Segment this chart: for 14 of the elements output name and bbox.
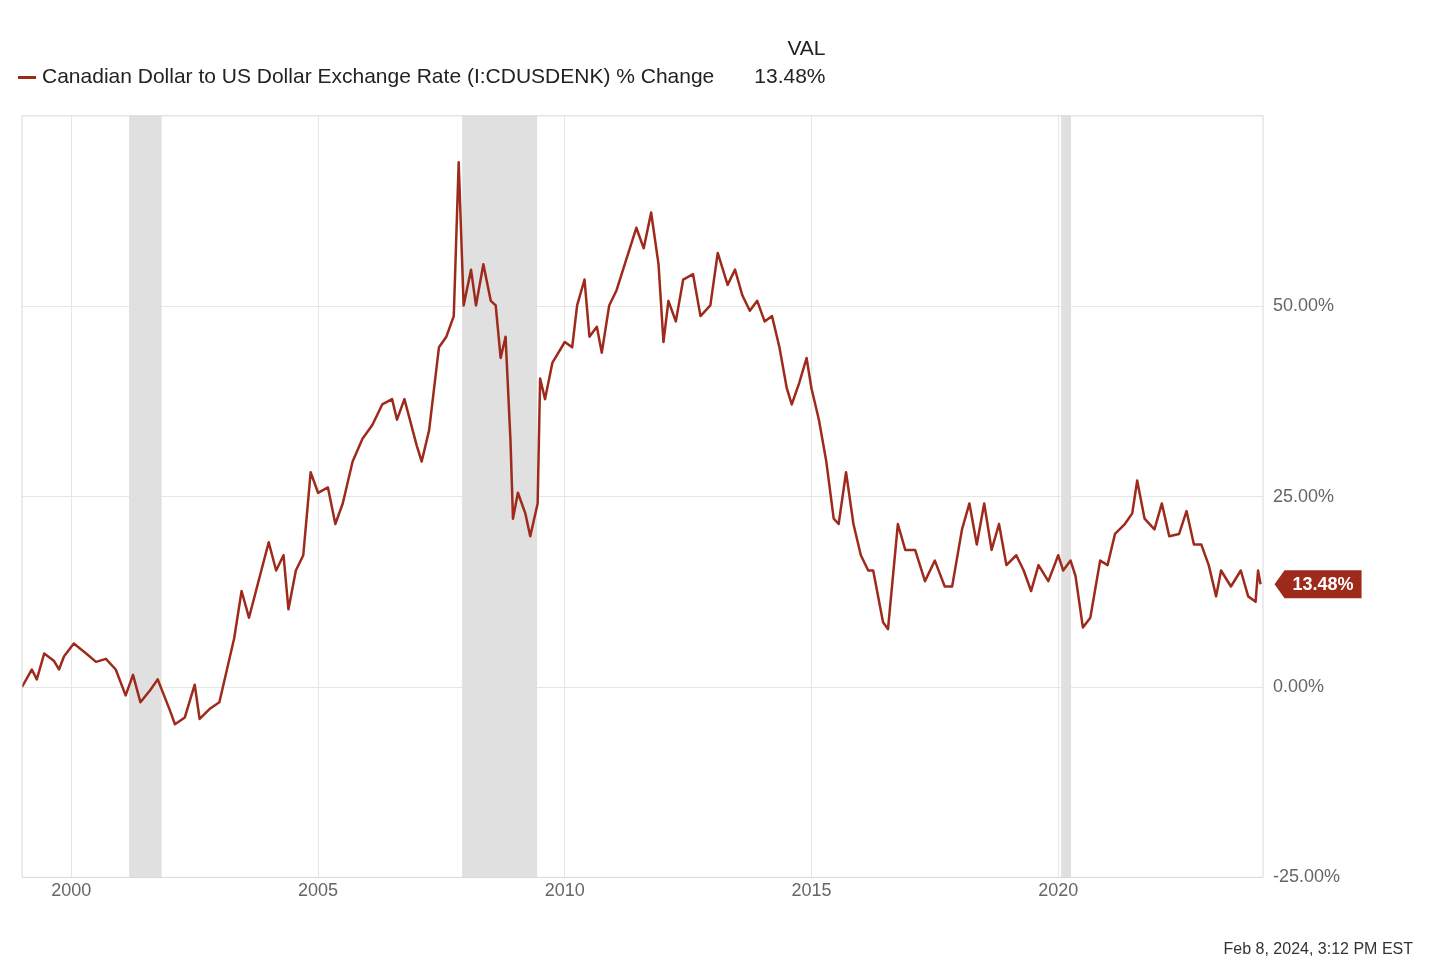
- x-tick-label: 2015: [791, 880, 832, 901]
- y-tick-label: 0.00%: [1273, 675, 1325, 696]
- x-tick-label: 2005: [298, 880, 339, 901]
- x-tick-label: 2000: [51, 880, 92, 901]
- y-tick-label: 50.00%: [1273, 295, 1335, 316]
- y-tick-label: 25.00%: [1273, 485, 1335, 506]
- text: Feb 8, 2024, 3:12 PM EST: [1223, 940, 1413, 958]
- text: 13.48%: [754, 63, 826, 89]
- y-tick-label: -25.00%: [1273, 866, 1341, 887]
- legend-title: VAL: [787, 35, 826, 61]
- legend-label: Canadian Dollar to US Dollar Exchange Rate (I:CDUSDENK) % Change: [41, 63, 715, 89]
- x-tick-label: 2020: [1038, 880, 1079, 901]
- annotation: 13.48%: [1292, 574, 1354, 595]
- x-tick-label: 2010: [544, 880, 585, 901]
